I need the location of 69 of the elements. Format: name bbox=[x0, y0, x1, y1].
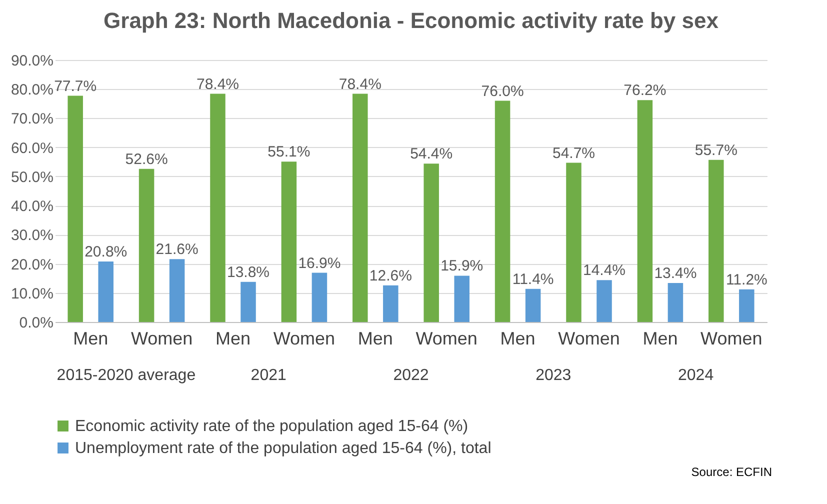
text: 2022 bbox=[393, 367, 429, 384]
data-label: 14.4% bbox=[582, 262, 626, 280]
y-tick-label: 0.0% bbox=[19, 314, 54, 332]
text: 2021 bbox=[250, 367, 286, 384]
bar bbox=[98, 261, 114, 322]
data-label: 76.2% bbox=[624, 82, 666, 100]
y-tick-label: 50.0% bbox=[10, 168, 54, 186]
chart-title: Graph 23: North Macedonia - Economic activity rate by sex bbox=[104, 8, 720, 33]
bar bbox=[739, 289, 754, 322]
x-tick-label: Women bbox=[416, 328, 478, 348]
bar bbox=[210, 94, 226, 322]
x-tick-label: Men bbox=[215, 328, 251, 348]
y-tick-label: 80.0% bbox=[10, 82, 54, 99]
data-label: 11.4% bbox=[512, 270, 554, 288]
data-label: 15.9% bbox=[440, 258, 484, 275]
data-label: 52.6% bbox=[125, 150, 168, 168]
bar bbox=[281, 162, 297, 322]
data-label: 13.4% bbox=[654, 264, 697, 282]
bar bbox=[708, 160, 724, 322]
y-tick-label: 10.0% bbox=[10, 285, 54, 302]
y-tick-label: 90.0% bbox=[10, 52, 54, 70]
legend-label: Unemployment rate of the population aged 15-64 (%), total bbox=[75, 440, 492, 457]
data-label: 16.9% bbox=[298, 254, 341, 272]
x-tick-label: Men bbox=[73, 328, 108, 348]
y-tick-label: 40.0% bbox=[10, 198, 54, 216]
data-label: 20.8% bbox=[84, 243, 128, 260]
source-note: Source: ECFIN bbox=[691, 465, 772, 479]
bar bbox=[637, 100, 653, 322]
data-label: 54.7% bbox=[552, 144, 596, 162]
x-tick-label: Women bbox=[273, 328, 336, 348]
data-label: 54.4% bbox=[410, 146, 453, 163]
text: 2015-2020 average bbox=[56, 367, 196, 384]
x-tick-label: Women bbox=[700, 328, 762, 348]
bar bbox=[525, 288, 541, 322]
data-label: 55.1% bbox=[268, 144, 310, 161]
x-tick-label: Men bbox=[500, 328, 536, 348]
data-label: 77.7% bbox=[54, 78, 97, 95]
bar bbox=[494, 100, 510, 322]
text: 2024 bbox=[678, 367, 714, 384]
bar bbox=[596, 280, 612, 322]
bar bbox=[138, 168, 154, 322]
bar bbox=[312, 272, 328, 322]
x-tick-label: Men bbox=[358, 328, 393, 348]
text: 2023 bbox=[536, 367, 572, 384]
x-tick-label: Women bbox=[558, 328, 620, 348]
data-label: 78.4% bbox=[338, 76, 382, 93]
bar bbox=[240, 282, 256, 322]
data-label: 55.7% bbox=[694, 142, 738, 159]
y-tick-label: 60.0% bbox=[10, 140, 54, 157]
bar bbox=[352, 94, 368, 322]
data-label: 21.6% bbox=[156, 241, 198, 258]
bar bbox=[668, 282, 684, 322]
x-tick-label: Women bbox=[130, 328, 193, 348]
bar bbox=[68, 96, 83, 322]
data-label: 11.2% bbox=[726, 271, 768, 288]
y-tick-label: 70.0% bbox=[10, 110, 54, 128]
bar bbox=[169, 259, 185, 322]
bar bbox=[566, 162, 582, 322]
legend-label: Economic activity rate of the population aged 15-64 (%) bbox=[75, 418, 468, 435]
y-tick-label: 30.0% bbox=[10, 227, 54, 244]
data-label: 13.8% bbox=[226, 264, 270, 281]
x-tick-label: Men bbox=[642, 328, 678, 348]
y-tick-label: 20.0% bbox=[10, 256, 54, 274]
bar bbox=[383, 285, 398, 322]
data-label: 76.0% bbox=[481, 82, 524, 100]
data-label: 78.4% bbox=[196, 76, 240, 93]
bar bbox=[454, 276, 470, 322]
data-label: 12.6% bbox=[369, 267, 412, 284]
bar bbox=[424, 164, 439, 322]
